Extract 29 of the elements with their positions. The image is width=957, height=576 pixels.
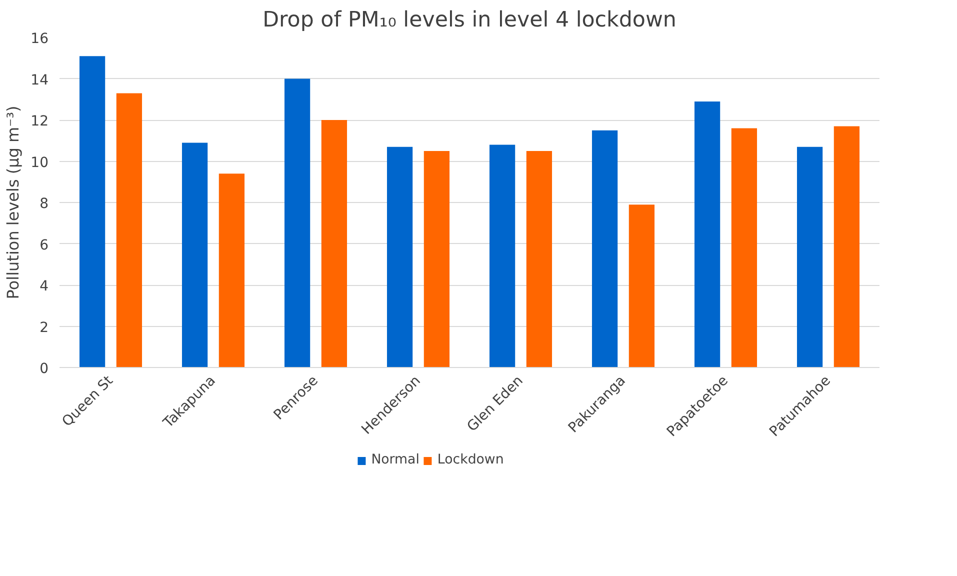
bar: [489, 144, 516, 368]
bar: [321, 120, 348, 368]
bar: [218, 174, 245, 368]
y-axis-title: Pollution levels (µg m⁻³): [4, 106, 23, 300]
y-tick-label: 2: [40, 320, 49, 336]
legend-label: Lockdown: [437, 452, 504, 468]
bar: [731, 128, 758, 368]
bar: [796, 146, 823, 368]
chart-title: Drop of PM₁₀ levels in level 4 lockdown: [262, 8, 676, 32]
y-tick-label: 4: [40, 278, 49, 294]
bar: [694, 101, 720, 368]
y-tick-label: 16: [30, 31, 49, 47]
y-tick-label: 14: [30, 72, 49, 88]
y-tick-label: 6: [40, 237, 49, 254]
y-tick-label: 8: [40, 196, 49, 212]
bar: [834, 126, 860, 368]
bar: [79, 56, 106, 368]
bar: [284, 78, 310, 368]
legend-label: Normal: [371, 452, 420, 468]
bar: [526, 150, 552, 368]
y-tick-label: 0: [40, 361, 49, 377]
bar: [592, 130, 618, 368]
bar: [424, 150, 450, 368]
y-tick-label: 10: [30, 154, 49, 171]
y-tick-label: 12: [30, 114, 49, 130]
bar: [628, 204, 655, 368]
bar: [182, 142, 208, 368]
bar: [386, 146, 413, 368]
bar: [116, 93, 142, 368]
